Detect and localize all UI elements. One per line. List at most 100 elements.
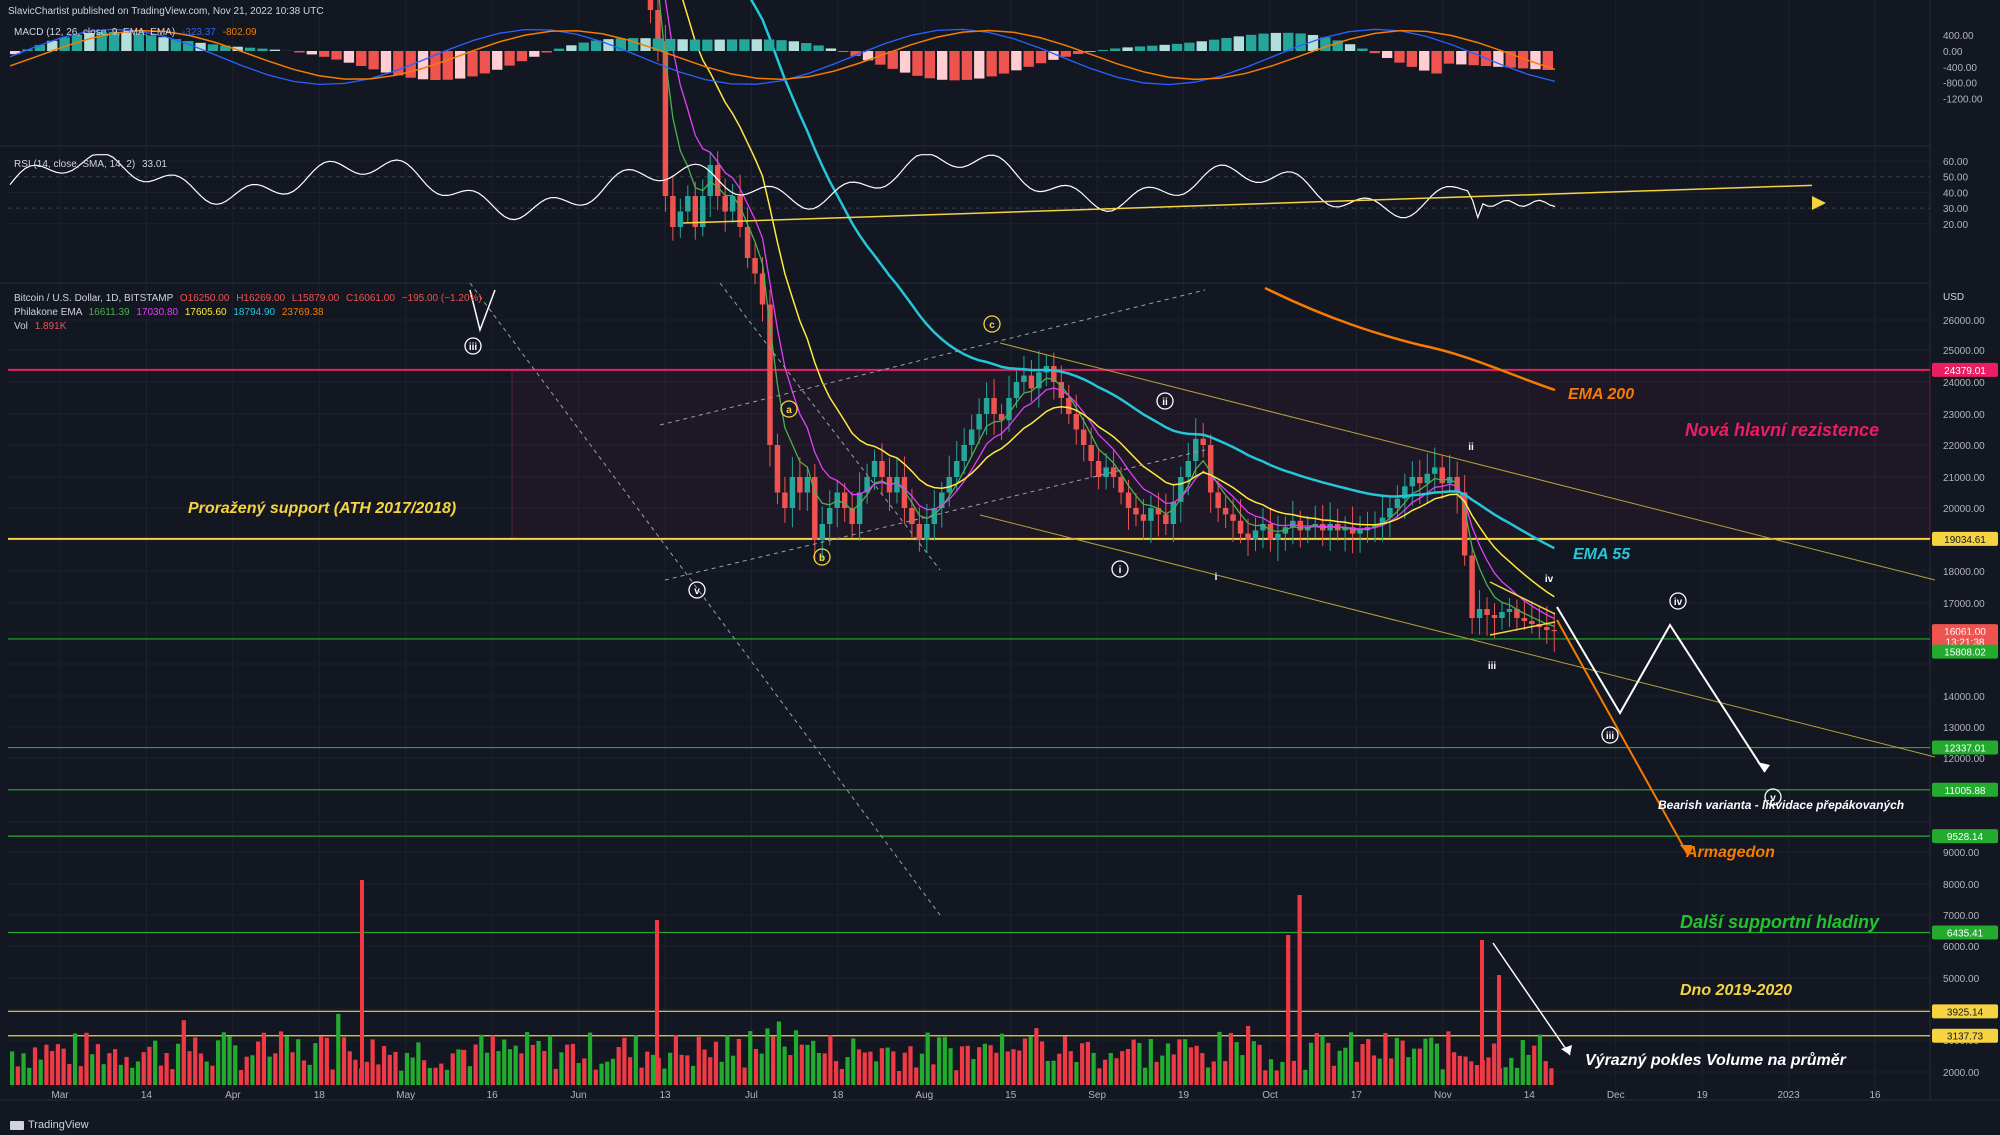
macd-tick-label: -1200.00 xyxy=(1943,94,1983,105)
ema-value-2: 17030.80 xyxy=(136,307,179,318)
volume-bar xyxy=(1257,1044,1262,1085)
macd-histogram-bar xyxy=(702,39,713,51)
candle-body xyxy=(1006,398,1012,421)
macd-histogram-bar xyxy=(1233,36,1244,51)
volume-bar xyxy=(204,1061,209,1085)
volume-bar xyxy=(879,1048,884,1085)
trendlines xyxy=(469,282,1936,1056)
macd-histogram-bar xyxy=(1283,32,1294,51)
volume-bar xyxy=(1280,1061,1285,1085)
armagedon-arrow-head xyxy=(1680,845,1692,855)
volume-bar xyxy=(977,1047,982,1085)
price-tag-label: 6435.41 xyxy=(1947,929,1984,940)
volume-bar xyxy=(570,1043,575,1085)
volume-bar xyxy=(233,1045,238,1085)
tradingview-logo-icon xyxy=(10,1120,24,1130)
volume-bar xyxy=(1005,1051,1010,1085)
volume-bar xyxy=(811,1040,816,1085)
macd-histogram-bar xyxy=(838,51,849,53)
ohlc-change: −195.00 (−1.20%) xyxy=(401,293,482,304)
volume-bar xyxy=(919,1053,925,1085)
volume-bar xyxy=(885,1047,890,1085)
ema-value-4: 18794.90 xyxy=(233,307,276,318)
macd-histogram-bar xyxy=(1035,51,1047,64)
macd-histogram-bar xyxy=(529,51,540,57)
candle-body xyxy=(968,429,975,445)
volume-bar xyxy=(702,1049,707,1085)
wave-label: i xyxy=(1215,572,1218,583)
candle-body xyxy=(1110,467,1117,477)
volume-bar xyxy=(1440,1069,1445,1085)
volume-bar xyxy=(525,1032,530,1085)
dashed-diagonal-1 xyxy=(469,282,941,916)
candle-body xyxy=(1252,530,1259,540)
volume-bar xyxy=(124,1056,129,1085)
volume-bar xyxy=(404,1052,410,1085)
volume-bar xyxy=(1354,1061,1359,1085)
macd-histogram-bar xyxy=(1110,48,1121,51)
candle-body xyxy=(1267,524,1274,540)
macd-histogram-bar xyxy=(1320,37,1331,51)
volume-bar xyxy=(130,1067,135,1085)
wave-label-circle xyxy=(464,337,482,355)
wave-label: i xyxy=(1119,565,1122,576)
volume-bar xyxy=(1469,1061,1474,1085)
broken-support-annotation: Proražený support (ATH 2017/2018) xyxy=(188,500,456,517)
macd-histogram-bar xyxy=(1493,51,1504,67)
price-tag-box xyxy=(1932,925,1998,940)
macd-histogram-bar xyxy=(665,38,676,51)
candle-body xyxy=(759,273,766,305)
candle-body xyxy=(722,196,728,212)
volume-bar xyxy=(1549,1068,1554,1085)
volume-bar xyxy=(38,1059,43,1085)
macd-histogram-bar xyxy=(974,51,985,79)
volume-bar xyxy=(473,1044,478,1085)
volume-bar xyxy=(250,1055,255,1085)
macd-histogram-bar xyxy=(677,39,688,51)
macd-histogram-bar xyxy=(590,40,602,51)
macd-histogram-bar xyxy=(1332,40,1343,51)
volume-bar xyxy=(72,1033,78,1085)
candle-body xyxy=(1342,527,1348,531)
candle-body xyxy=(931,508,938,524)
macd-histogram-bar xyxy=(380,51,392,73)
volume-bar xyxy=(319,1036,324,1085)
symbol-title: Bitcoin / U.S. Dollar, 1D, BITSTAMP xyxy=(14,293,174,304)
time-tick-label: Dec xyxy=(1607,1090,1625,1101)
macd-histogram-bar xyxy=(937,51,948,80)
candle-body xyxy=(1417,477,1423,484)
volume-bar xyxy=(902,1052,907,1085)
volume-bar xyxy=(1514,1067,1520,1085)
macd-histogram-bar xyxy=(640,38,651,51)
macd-histogram-bar xyxy=(998,51,1010,74)
volume-bar xyxy=(1205,1067,1211,1085)
price-tag-box xyxy=(1932,1004,1998,1019)
candle-body xyxy=(655,10,661,41)
macd-histogram-bar xyxy=(825,48,837,51)
volume-bar xyxy=(713,1041,719,1085)
volume-bar xyxy=(210,1065,215,1085)
time-tick-label: 16 xyxy=(487,1090,499,1101)
price-tick-label: 6000.00 xyxy=(1943,942,1980,953)
dashed-channel-upper xyxy=(659,289,1206,426)
publisher-line: SlavicChartist published on TradingView.… xyxy=(8,6,324,17)
macd-histogram-bar xyxy=(294,51,305,53)
candle-body xyxy=(879,461,885,477)
ema-value-3: 17605.60 xyxy=(184,307,227,318)
time-tick-label: 19 xyxy=(1178,1090,1190,1101)
candle-body xyxy=(700,196,706,227)
candle-body xyxy=(991,398,997,414)
macd-pane xyxy=(9,28,1556,86)
ema-lines xyxy=(658,0,1556,628)
vol-legend-title: Vol xyxy=(14,321,28,332)
volume-bar xyxy=(78,1066,83,1085)
footer-brand[interactable]: TradingView xyxy=(10,1119,89,1131)
bearish-arrow-head xyxy=(1757,762,1770,772)
candle-body xyxy=(901,477,908,508)
macd-histogram-bar xyxy=(566,45,577,51)
volume-bar xyxy=(593,1069,598,1085)
price-tag-box xyxy=(1932,531,1998,546)
volume-bar xyxy=(502,1039,507,1085)
candle-body xyxy=(849,508,855,524)
